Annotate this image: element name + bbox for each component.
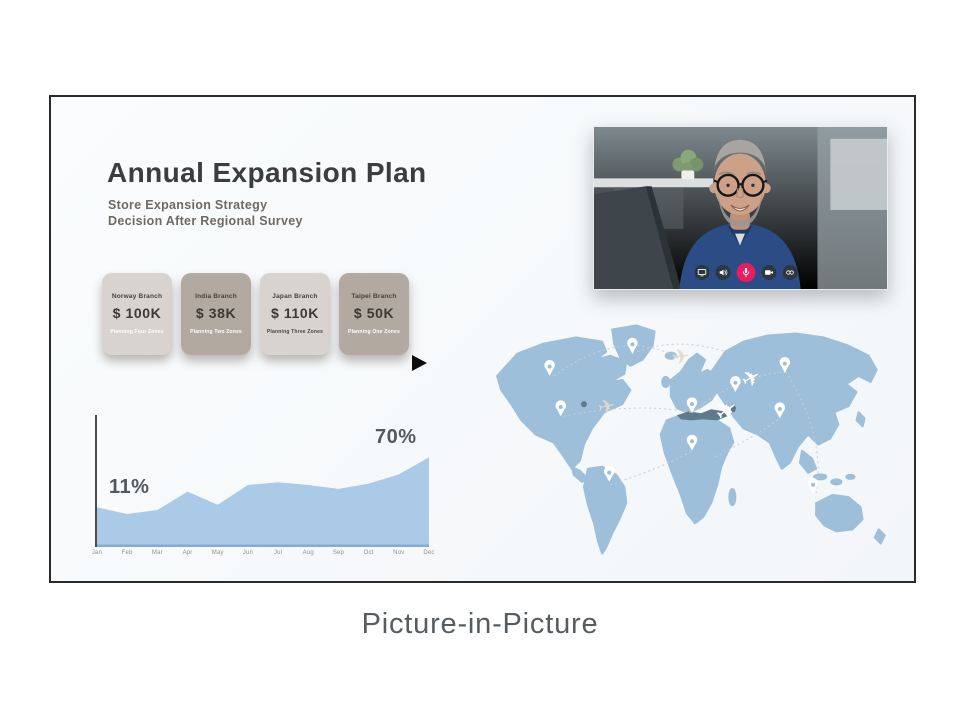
branch-note: Planning One Zones [348,329,400,335]
x-axis-label: Apr [182,550,193,556]
x-axis: Jan Feb Mar Apr May Jun Jul Aug Sep Oct Nov Dec [92,550,435,560]
map-pin-icon [779,356,791,373]
speaker-button[interactable] [715,265,730,280]
branch-amount: $ 100K [112,305,162,321]
speaker-icon [717,267,728,278]
chart-annotation: 70% [375,426,417,449]
map-pin-icon [627,337,638,354]
background-window [830,138,887,210]
branch-card: Norway Branch $ 100K Planning Four Zones [102,273,172,355]
branch-card: Taipei Branch $ 50K Planning One Zones [339,273,409,355]
branch-cards: Norway Branch $ 100K Planning Four Zones… [102,273,409,355]
plant-icon [672,149,704,180]
monitor-silhouette [594,186,674,289]
slide-subtitle: Store Expansion Strategy Decision After … [108,198,303,229]
x-axis-label: Jul [273,550,283,556]
area-series [97,457,429,547]
x-axis-label: Mar [151,550,163,556]
continents [496,324,886,555]
chart-baseline [97,544,429,547]
monitor-edge [645,186,682,289]
camera-icon [763,267,774,278]
x-axis-label: May [211,550,224,556]
map-pin-icon [544,360,555,376]
camera-button[interactable] [761,265,776,280]
branch-amount: $ 38K [195,305,237,321]
link-icon [784,267,795,278]
great-lakes [580,401,587,408]
plane-icon: ✈ [670,343,691,370]
branch-card: India Branch $ 38K Planning Two Zones [181,273,251,355]
branch-note: Planning Three Zones [266,329,324,335]
branch-card: Japan Branch $ 110K Planning Three Zones [260,273,330,355]
call-controls [694,263,797,282]
world-map-canvas: ✈✈✈✈ [496,324,886,555]
branch-amount: $ 50K [353,305,395,321]
branch-amount: $ 110K [271,305,319,321]
x-axis-label: Feb [121,550,133,556]
screen-share-button[interactable] [694,265,709,280]
caspian-sea [730,404,736,413]
pip-video-window[interactable] [593,126,888,290]
link-button[interactable] [782,265,797,280]
world-map: ✈ ✈ ✈ ✈ [483,315,907,563]
pointer-arrow-icon [412,355,427,371]
branch-name: Japan Branch [272,293,318,300]
shelf [594,178,714,188]
slide-title: Annual Expansion Plan [107,157,427,188]
x-axis-label: Dec [423,550,435,556]
map-pin-icon [603,466,615,482]
chart-annotation: 11% [109,476,150,499]
branch-note: Planning Four Zones [110,329,164,335]
x-axis-label: Nov [393,550,405,556]
plane-icon: ✈ [596,393,618,420]
map-pin-icon [555,400,566,417]
x-axis-label: Oct [363,550,374,556]
subtitle-line-2: Decision After Regional Survey [108,213,303,228]
area-chart-canvas [97,457,429,547]
growth-area-chart: Jan Feb Mar Apr May Jun Jul Aug Sep Oct Nov Dec 11%… [92,415,434,556]
map-pin-icon [686,434,698,451]
map-pin-icon [774,402,786,419]
glasses-icon [713,173,768,197]
x-axis-label: Jun [242,550,254,556]
pins-layer [544,337,819,495]
monitor-icon [696,267,707,278]
x-axis-label: Sep [332,550,345,556]
flight-routes [553,343,819,494]
map-pin-icon [730,376,741,393]
presentation-slide: Annual Expansion Plan Store Expansion St… [49,95,916,583]
x-axis-label: Aug [302,550,314,556]
subtitle-line-1: Store Expansion Strategy [108,198,268,212]
branch-name: Taipei Branch [351,293,397,300]
mic-icon [739,266,752,279]
map-pin-icon [807,478,819,495]
map-pin-icon [686,397,698,414]
caption: Picture-in-Picture [361,608,599,640]
microphone-button[interactable] [736,263,755,282]
speaker-video [594,127,887,289]
branch-name: India Branch [195,293,237,300]
branch-note: Planning Two Zones [190,329,242,335]
branch-name: Norway Branch [111,293,163,300]
x-axis-label: Jan [91,550,103,556]
